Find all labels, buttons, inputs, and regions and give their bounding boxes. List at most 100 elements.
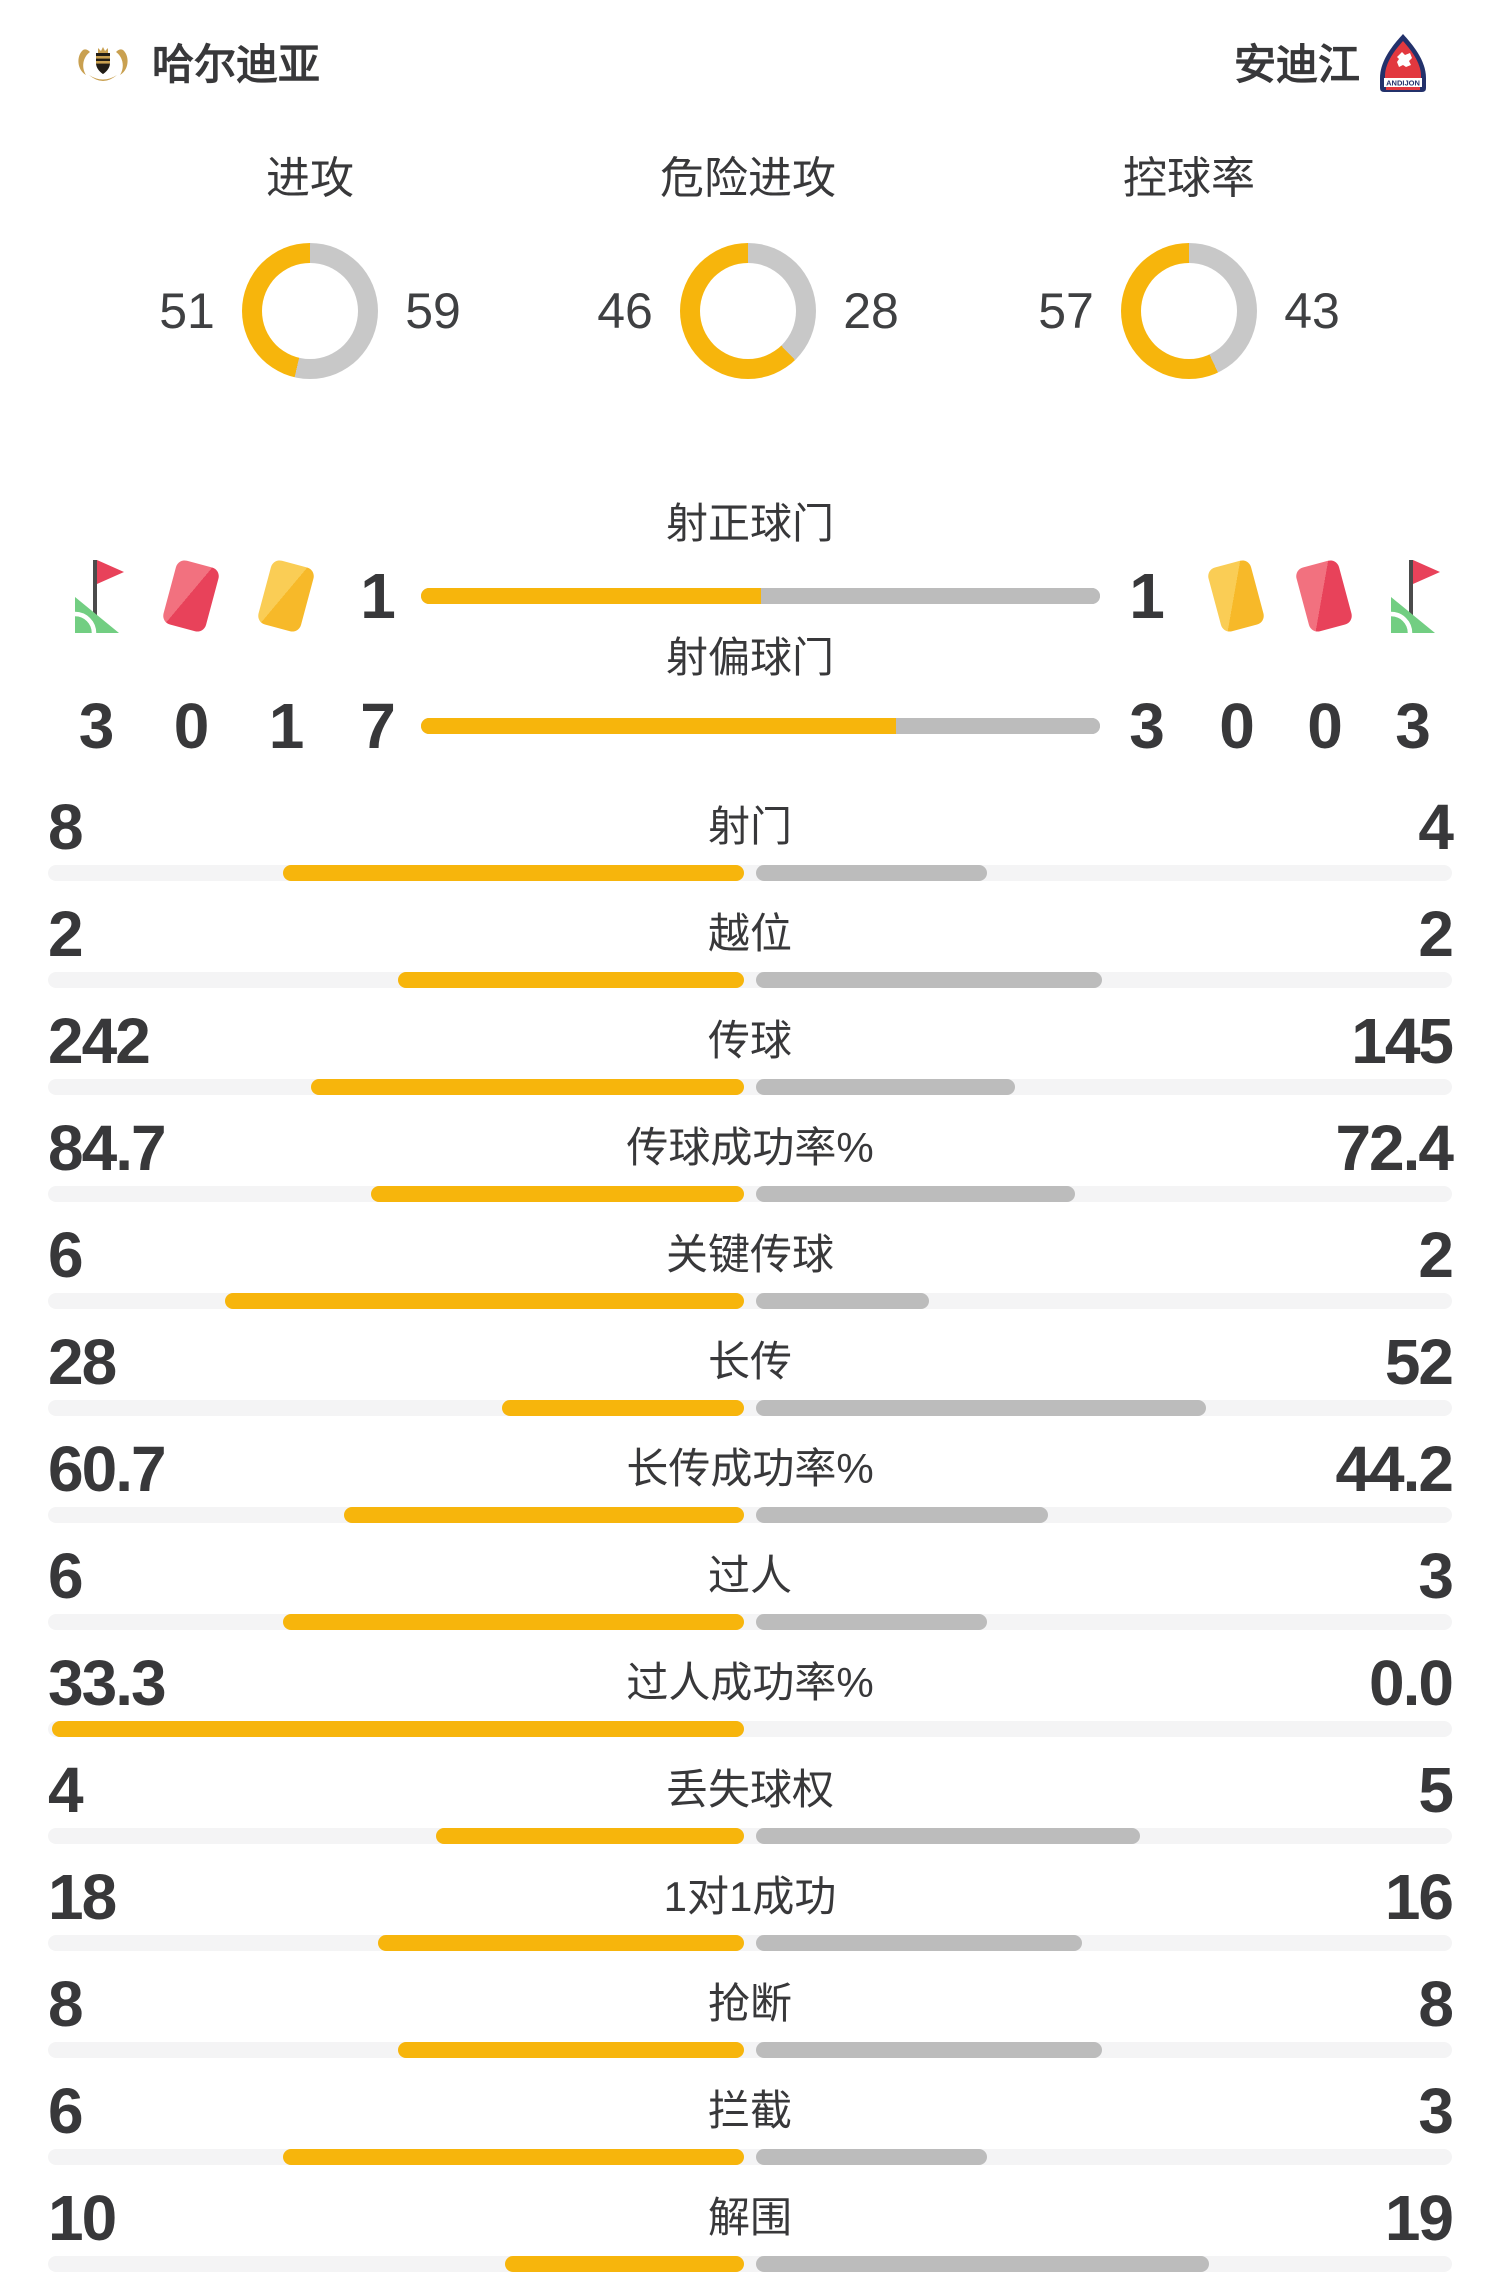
stat-bar-track	[48, 1400, 1452, 1416]
stat-row-pass-success: 84.7 传球成功率% 72.4	[0, 1102, 1500, 1209]
stat-label: 抢断	[707, 1980, 792, 2027]
away-bar	[756, 2042, 1102, 2058]
stat-row-tackles: 8 抢断 8	[0, 1958, 1500, 2065]
stat-bar-track	[48, 2042, 1452, 2058]
red-card-icon	[1294, 558, 1354, 634]
home-value: 6	[48, 1219, 84, 1291]
home-bar	[398, 972, 744, 988]
away-bar	[756, 1079, 1016, 1095]
home-bar	[377, 1935, 744, 1951]
away-bar	[756, 2149, 987, 2165]
home-corner-count: 3	[78, 690, 115, 762]
home-bar	[282, 865, 744, 881]
home-bar	[52, 1721, 744, 1737]
shots-off-target-row: 3 0 1 7 3 0 0 3	[0, 690, 1500, 762]
home-bar	[225, 1293, 744, 1309]
away-team-name: 安迪江	[1233, 41, 1360, 89]
home-value: 84.7	[48, 1112, 167, 1184]
svg-text:ANDIJON: ANDIJON	[1386, 79, 1420, 88]
away-bar	[756, 1614, 987, 1630]
stat-row-clearances: 10 解围 19	[0, 2172, 1500, 2279]
stat-bar-track	[48, 1614, 1452, 1630]
stat-bar-track	[48, 1293, 1452, 1309]
corner-flag-icon	[1368, 557, 1456, 635]
away-bar	[756, 1507, 1048, 1523]
shots-on-target-row: 1 1	[0, 557, 1500, 635]
stat-bar-track	[48, 1079, 1452, 1095]
home-value: 57	[1038, 283, 1094, 340]
away-value: 72.4	[1335, 1112, 1454, 1184]
away-bar	[756, 972, 1102, 988]
stat-label: 传球成功率%	[626, 1124, 874, 1171]
stat-label: 拦截	[707, 2087, 792, 2134]
away-value: 8	[1418, 1968, 1454, 2040]
stat-label: 丢失球权	[665, 1766, 834, 1813]
stat-row-dribbles: 6 过人 3	[0, 1530, 1500, 1637]
stat-bar-track	[48, 2149, 1452, 2165]
shots-off-target-title: 射偏球门	[665, 634, 834, 681]
stat-label: 过人	[707, 1552, 792, 1599]
stat-label: 长传成功率%	[626, 1445, 874, 1492]
away-bar	[756, 865, 987, 881]
home-value: 60.7	[48, 1433, 167, 1505]
home-bar	[370, 1186, 744, 1202]
stats-list: 8 射门 4 2 越位 2 242 传球 145	[0, 781, 1500, 2279]
stat-label: 传球	[707, 1017, 792, 1064]
away-value: 44.2	[1335, 1433, 1454, 1505]
away-team-logo-icon: ANDIJON	[1380, 34, 1426, 97]
away-bar	[756, 1935, 1082, 1951]
match-header: 哈尔迪亚 安迪江 ANDIJON	[0, 0, 1500, 97]
yellow-card-icon	[255, 558, 316, 634]
stat-label: 射门	[707, 803, 792, 850]
home-value: 2	[48, 898, 84, 970]
stat-row-interceptions: 6 拦截 3	[0, 2065, 1500, 2172]
away-value: 16	[1384, 1861, 1454, 1933]
home-value: 4	[48, 1754, 84, 1826]
home-value: 51	[159, 283, 215, 340]
stat-bar-track	[48, 865, 1452, 881]
donut-attacks: 进攻 51 59	[156, 154, 464, 380]
stat-bar-track	[48, 1721, 1452, 1737]
away-value: 3	[1129, 690, 1165, 762]
home-bar	[282, 2149, 744, 2165]
home-value: 46	[597, 283, 653, 340]
donut-label: 危险进攻	[660, 154, 836, 203]
home-value: 10	[48, 2182, 117, 2254]
donut-chart	[1121, 243, 1257, 380]
home-value: 18	[48, 1861, 117, 1933]
home-value: 7	[360, 690, 396, 762]
away-team[interactable]: 安迪江 ANDIJON	[1234, 34, 1426, 97]
home-bar	[343, 1507, 744, 1523]
home-bar	[436, 1828, 744, 1844]
corner-flag-icon	[48, 557, 143, 635]
away-bar	[756, 1828, 1141, 1844]
red-card-icon	[160, 558, 221, 634]
stat-row-offsides: 2 越位 2	[0, 888, 1500, 995]
away-bar	[756, 1293, 929, 1309]
donut-dangerous-attacks: 危险进攻 46 28	[594, 154, 902, 380]
stat-bar-track	[48, 1935, 1452, 1951]
away-bar	[756, 1186, 1075, 1202]
home-value: 8	[48, 791, 84, 863]
home-value: 242	[48, 1005, 151, 1077]
stat-row-dribble-success: 33.3 过人成功率% 0.0	[0, 1637, 1500, 1744]
stat-label: 过人成功率%	[626, 1659, 874, 1706]
away-bar-segment	[896, 718, 1100, 734]
stat-row-long-balls: 28 长传 52	[0, 1316, 1500, 1423]
away-value: 52	[1384, 1326, 1454, 1398]
home-bar	[501, 1400, 744, 1416]
stat-row-possession-lost: 4 丢失球权 5	[0, 1744, 1500, 1851]
home-bar	[505, 2256, 744, 2272]
home-value: 28	[48, 1326, 117, 1398]
stat-row-key-passes: 6 关键传球 2	[0, 1209, 1500, 1316]
away-value: 3	[1418, 1540, 1454, 1612]
home-value: 6	[48, 1540, 84, 1612]
stat-bar-track	[48, 1507, 1452, 1523]
home-team[interactable]: 哈尔迪亚	[74, 42, 320, 88]
home-team-name: 哈尔迪亚	[152, 41, 321, 89]
away-corner-count: 3	[1395, 690, 1431, 762]
stat-label: 关键传球	[665, 1231, 834, 1278]
stat-bar-track	[48, 2256, 1452, 2272]
away-value: 4	[1418, 791, 1454, 863]
stat-label: 1对1成功	[663, 1873, 837, 1920]
